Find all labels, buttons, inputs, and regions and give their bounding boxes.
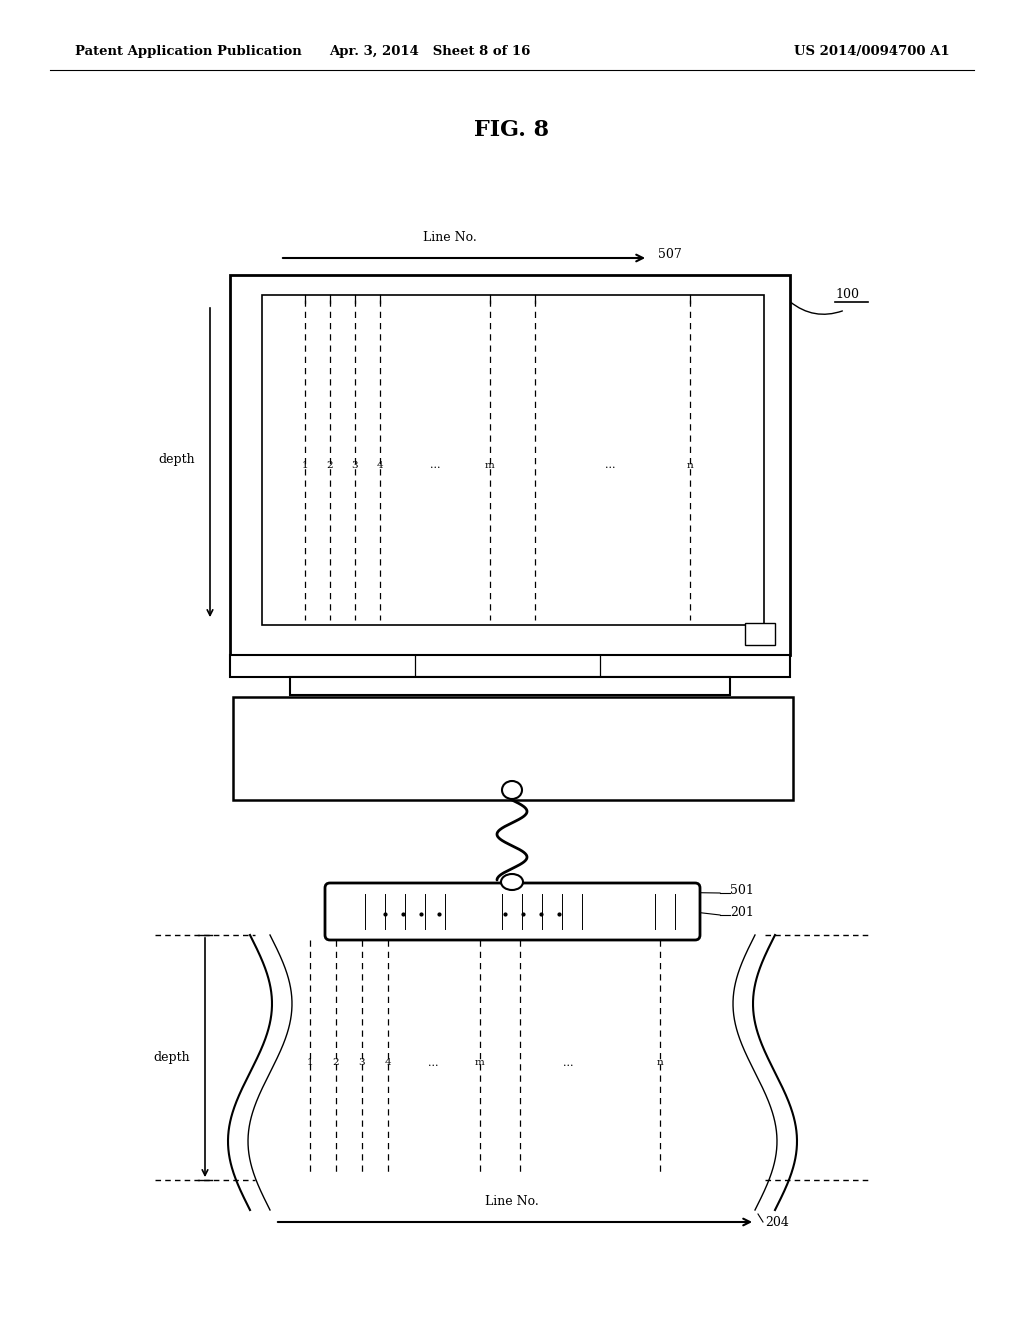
FancyArrowPatch shape xyxy=(791,302,843,314)
Text: 1: 1 xyxy=(306,1059,313,1067)
FancyBboxPatch shape xyxy=(325,883,700,940)
Text: ...: ... xyxy=(605,459,615,470)
Bar xyxy=(290,677,730,696)
Text: 501: 501 xyxy=(730,883,754,896)
Text: n: n xyxy=(687,461,693,470)
Text: Patent Application Publication: Patent Application Publication xyxy=(75,45,302,58)
Bar xyxy=(233,697,793,800)
Text: 3: 3 xyxy=(358,1059,366,1067)
Text: FIG. 8: FIG. 8 xyxy=(474,119,550,141)
Text: 2: 2 xyxy=(327,461,334,470)
Ellipse shape xyxy=(501,874,523,890)
Bar xyxy=(230,275,790,655)
Text: Line No.: Line No. xyxy=(485,1195,539,1208)
Bar xyxy=(230,655,790,677)
Text: ...: ... xyxy=(430,459,440,470)
Text: 2: 2 xyxy=(333,1059,339,1067)
Text: n: n xyxy=(656,1059,664,1067)
Bar xyxy=(745,623,775,645)
Text: US 2014/0094700 A1: US 2014/0094700 A1 xyxy=(795,45,950,58)
Text: Line No.: Line No. xyxy=(423,231,477,244)
Text: depth: depth xyxy=(154,1051,190,1064)
Text: m: m xyxy=(475,1059,485,1067)
Text: ...: ... xyxy=(563,1057,573,1068)
Text: Apr. 3, 2014   Sheet 8 of 16: Apr. 3, 2014 Sheet 8 of 16 xyxy=(330,45,530,58)
Text: 3: 3 xyxy=(351,461,358,470)
Text: ...: ... xyxy=(428,1057,438,1068)
Text: depth: depth xyxy=(159,454,195,466)
Text: 100: 100 xyxy=(835,289,859,301)
Text: m: m xyxy=(485,461,495,470)
Text: 507: 507 xyxy=(658,248,682,260)
Text: 1: 1 xyxy=(302,461,308,470)
Text: 4: 4 xyxy=(385,1059,391,1067)
Text: 4: 4 xyxy=(377,461,383,470)
Text: 201: 201 xyxy=(730,906,754,919)
Text: 204: 204 xyxy=(765,1216,788,1229)
Bar xyxy=(262,294,764,624)
Ellipse shape xyxy=(502,781,522,799)
